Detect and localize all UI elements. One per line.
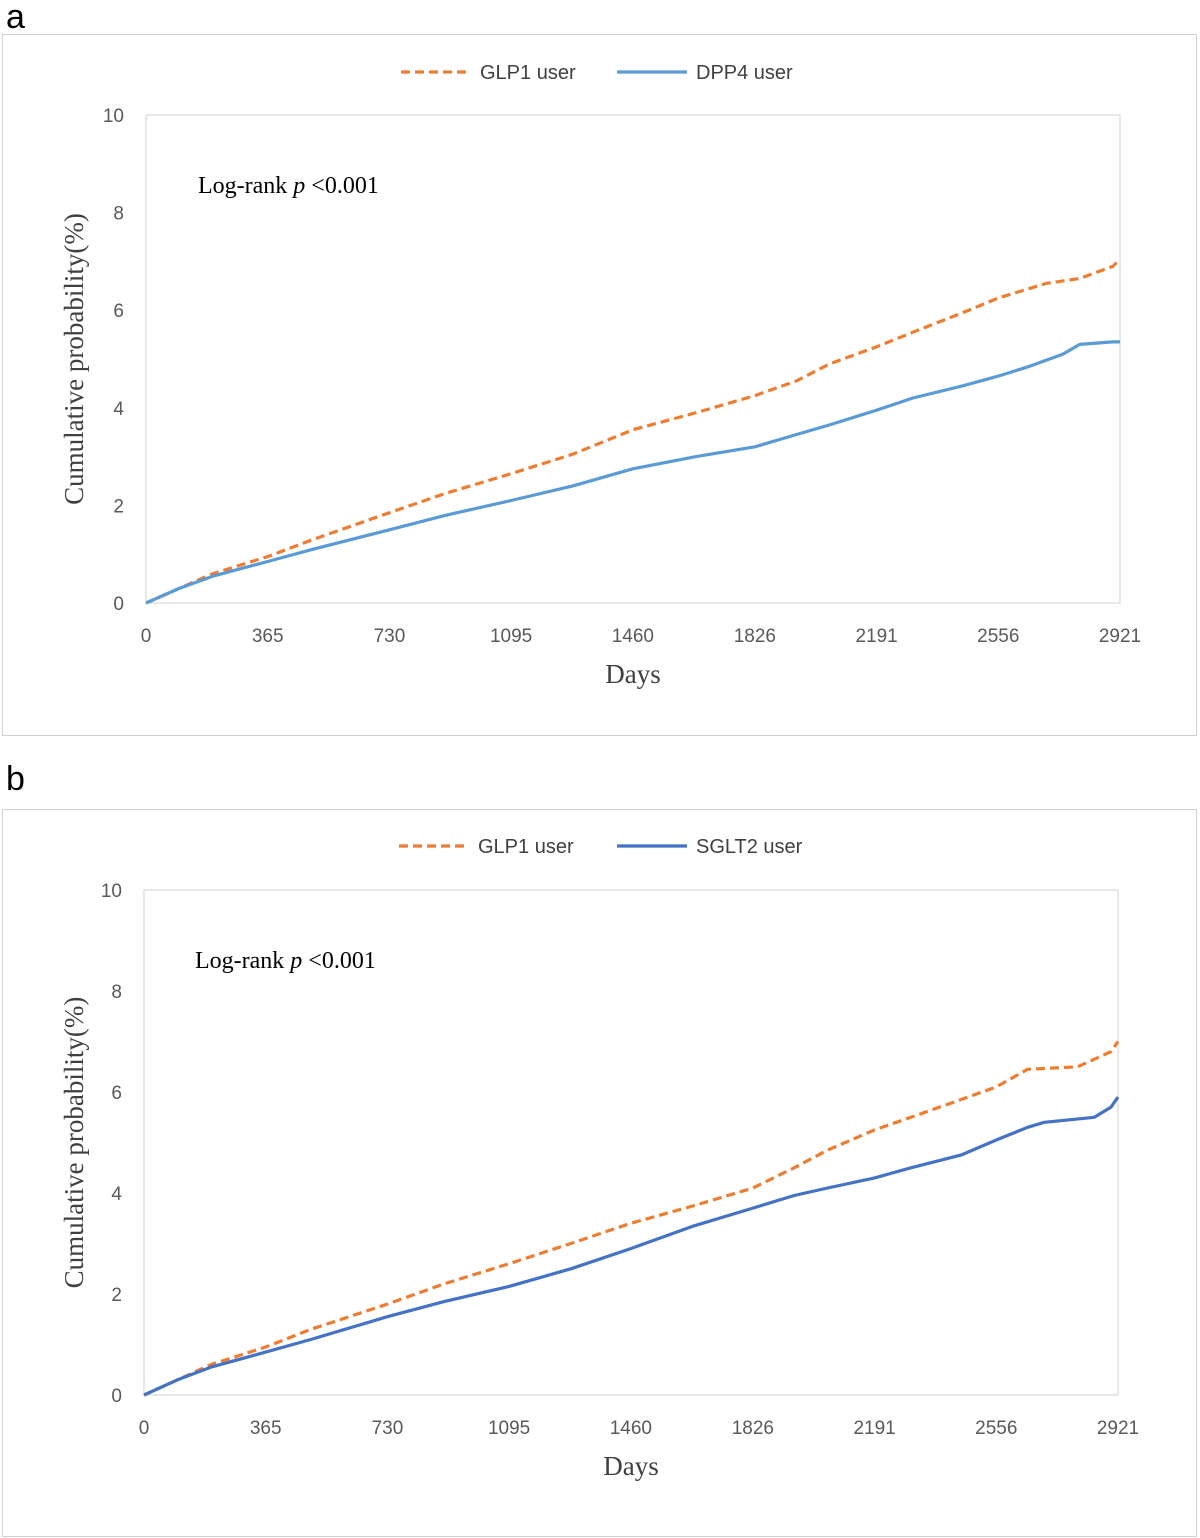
series-line-0 [145,257,1122,605]
y-axis-title: Cumulative probability(%) [59,997,89,1289]
annotation-p: p [288,948,302,974]
x-tick-label: 0 [139,1418,150,1439]
y-tick-label: 0 [111,1386,122,1407]
x-tick-label: 1095 [488,1418,530,1439]
y-tick-label: 6 [113,301,124,322]
plot-area-border [143,889,1119,1396]
log-rank-annotation: Log-rank p <0.001 [195,948,376,974]
annotation-suffix: <0.001 [302,948,376,974]
legend-label-1: DPP4 user [696,62,793,84]
series-line-0 [143,1040,1120,1397]
y-tick-label: 4 [113,399,124,420]
x-tick-label: 0 [141,626,152,647]
legend-label-0: GLP1 user [478,836,574,858]
annotation-prefix: Log-rank [195,948,290,974]
annotation-prefix: Log-rank [198,173,293,199]
x-tick-label: 2556 [975,1418,1017,1439]
annotation-p: p [291,173,305,199]
y-tick-label: 10 [101,881,122,902]
x-tick-label: 2191 [853,1418,895,1439]
y-tick-label: 2 [113,496,124,517]
x-tick-label: 2191 [855,626,897,647]
plot-area-border [145,114,1121,604]
x-tick-label: 730 [372,1418,404,1439]
series-line-1 [143,1096,1120,1397]
chart-b-svg: 0 2 4 6 8 10 0 365 730 1095 1460 1826 2191 2556 2921 Da… [59,836,1139,1481]
y-tick-label: 8 [111,982,122,1003]
x-tick-label: 1460 [610,1418,652,1439]
x-tick-label: 730 [374,626,406,647]
x-tick-label: 2921 [1097,1418,1139,1439]
x-tick-label: 1826 [732,1418,774,1439]
chart-panel-a: 0 2 4 6 8 10 0 365 730 1095 1460 1826 2191 2556 2921 Da… [2,34,1197,736]
y-tick-label: 6 [111,1083,122,1104]
x-tick-label: 1460 [612,626,654,647]
x-tick-label: 2921 [1099,626,1141,647]
y-tick-label: 4 [111,1184,122,1205]
panel-label-b: b [6,760,25,798]
legend-label-1: SGLT2 user [696,836,803,858]
x-axis-title: Days [605,659,661,689]
series-line-1 [145,340,1120,605]
x-axis-title: Days [603,1451,659,1481]
x-tick-label: 1826 [734,626,776,647]
chart-panel-b: 0 2 4 6 8 10 0 365 730 1095 1460 1826 2191 2556 2921 Da… [2,809,1197,1537]
chart-a-svg: 0 2 4 6 8 10 0 365 730 1095 1460 1826 2191 2556 2921 Da… [59,62,1141,689]
legend-label-0: GLP1 user [480,62,576,84]
x-tick-label: 2556 [977,626,1019,647]
x-tick-label: 365 [250,1418,282,1439]
y-tick-label: 0 [113,594,124,615]
y-tick-label: 10 [103,106,124,127]
y-axis-title: Cumulative probability(%) [59,213,89,505]
log-rank-annotation: Log-rank p <0.001 [198,173,379,199]
x-tick-label: 365 [252,626,284,647]
panel-label-a: a [6,0,25,36]
y-tick-label: 8 [113,204,124,225]
y-tick-label: 2 [111,1285,122,1306]
x-tick-label: 1095 [490,626,532,647]
annotation-suffix: <0.001 [305,173,379,199]
